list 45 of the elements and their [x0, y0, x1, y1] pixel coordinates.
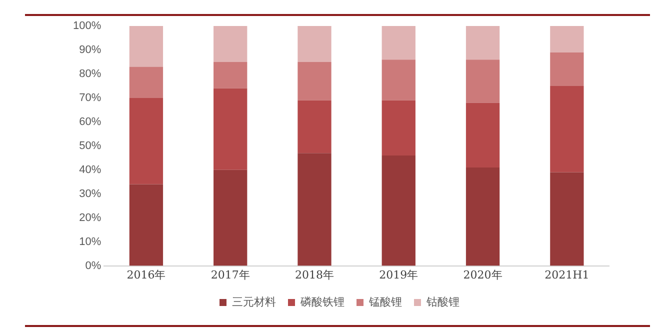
- legend-label: 锰酸锂: [368, 295, 402, 308]
- y-tick-label: 60%: [79, 116, 102, 128]
- bar: [466, 26, 500, 60]
- bar: [382, 60, 416, 100]
- bar: [550, 26, 584, 52]
- bar: [550, 86, 584, 172]
- y-tick-label: 50%: [79, 140, 102, 152]
- bar: [129, 26, 164, 67]
- bar: [129, 184, 164, 266]
- bar: [214, 62, 248, 88]
- bar: [382, 100, 416, 156]
- y-tick-label: 10%: [79, 236, 102, 248]
- bar: [214, 88, 248, 170]
- y-tick-label: 30%: [79, 188, 102, 200]
- bar: [298, 62, 332, 100]
- x-tick-label: 2018年: [294, 268, 334, 282]
- x-tick-label: 2016年: [126, 268, 166, 282]
- y-tick-label: 0%: [85, 260, 102, 272]
- legend-label: 三元材料: [232, 295, 276, 308]
- y-tick-label: 90%: [79, 44, 102, 56]
- legend-label: 磷酸铁锂: [300, 295, 344, 308]
- bar: [214, 170, 248, 266]
- bar: [382, 26, 416, 60]
- y-tick-label: 100%: [72, 20, 102, 32]
- bar: [466, 60, 500, 103]
- bar: [298, 100, 332, 154]
- bar: [129, 98, 164, 184]
- x-tick-label: 2020年: [463, 268, 502, 282]
- y-tick-label: 40%: [79, 164, 102, 176]
- y-tick-label: 70%: [79, 92, 102, 104]
- bar: [382, 155, 416, 266]
- x-tick-label: 2021H1: [544, 268, 590, 282]
- x-tick-label: 2019年: [379, 268, 418, 282]
- bar: [298, 26, 332, 62]
- bar: [298, 153, 332, 266]
- y-tick-label: 80%: [79, 68, 102, 80]
- bar: [466, 167, 500, 266]
- bar: [129, 66, 164, 98]
- bar: [550, 52, 584, 86]
- y-tick-label: 20%: [79, 212, 102, 224]
- legend-label: 钴酸锂: [426, 295, 460, 308]
- bar: [466, 102, 500, 168]
- bar: [214, 26, 248, 62]
- bar: [550, 172, 584, 266]
- x-tick-label: 2017年: [210, 268, 250, 282]
